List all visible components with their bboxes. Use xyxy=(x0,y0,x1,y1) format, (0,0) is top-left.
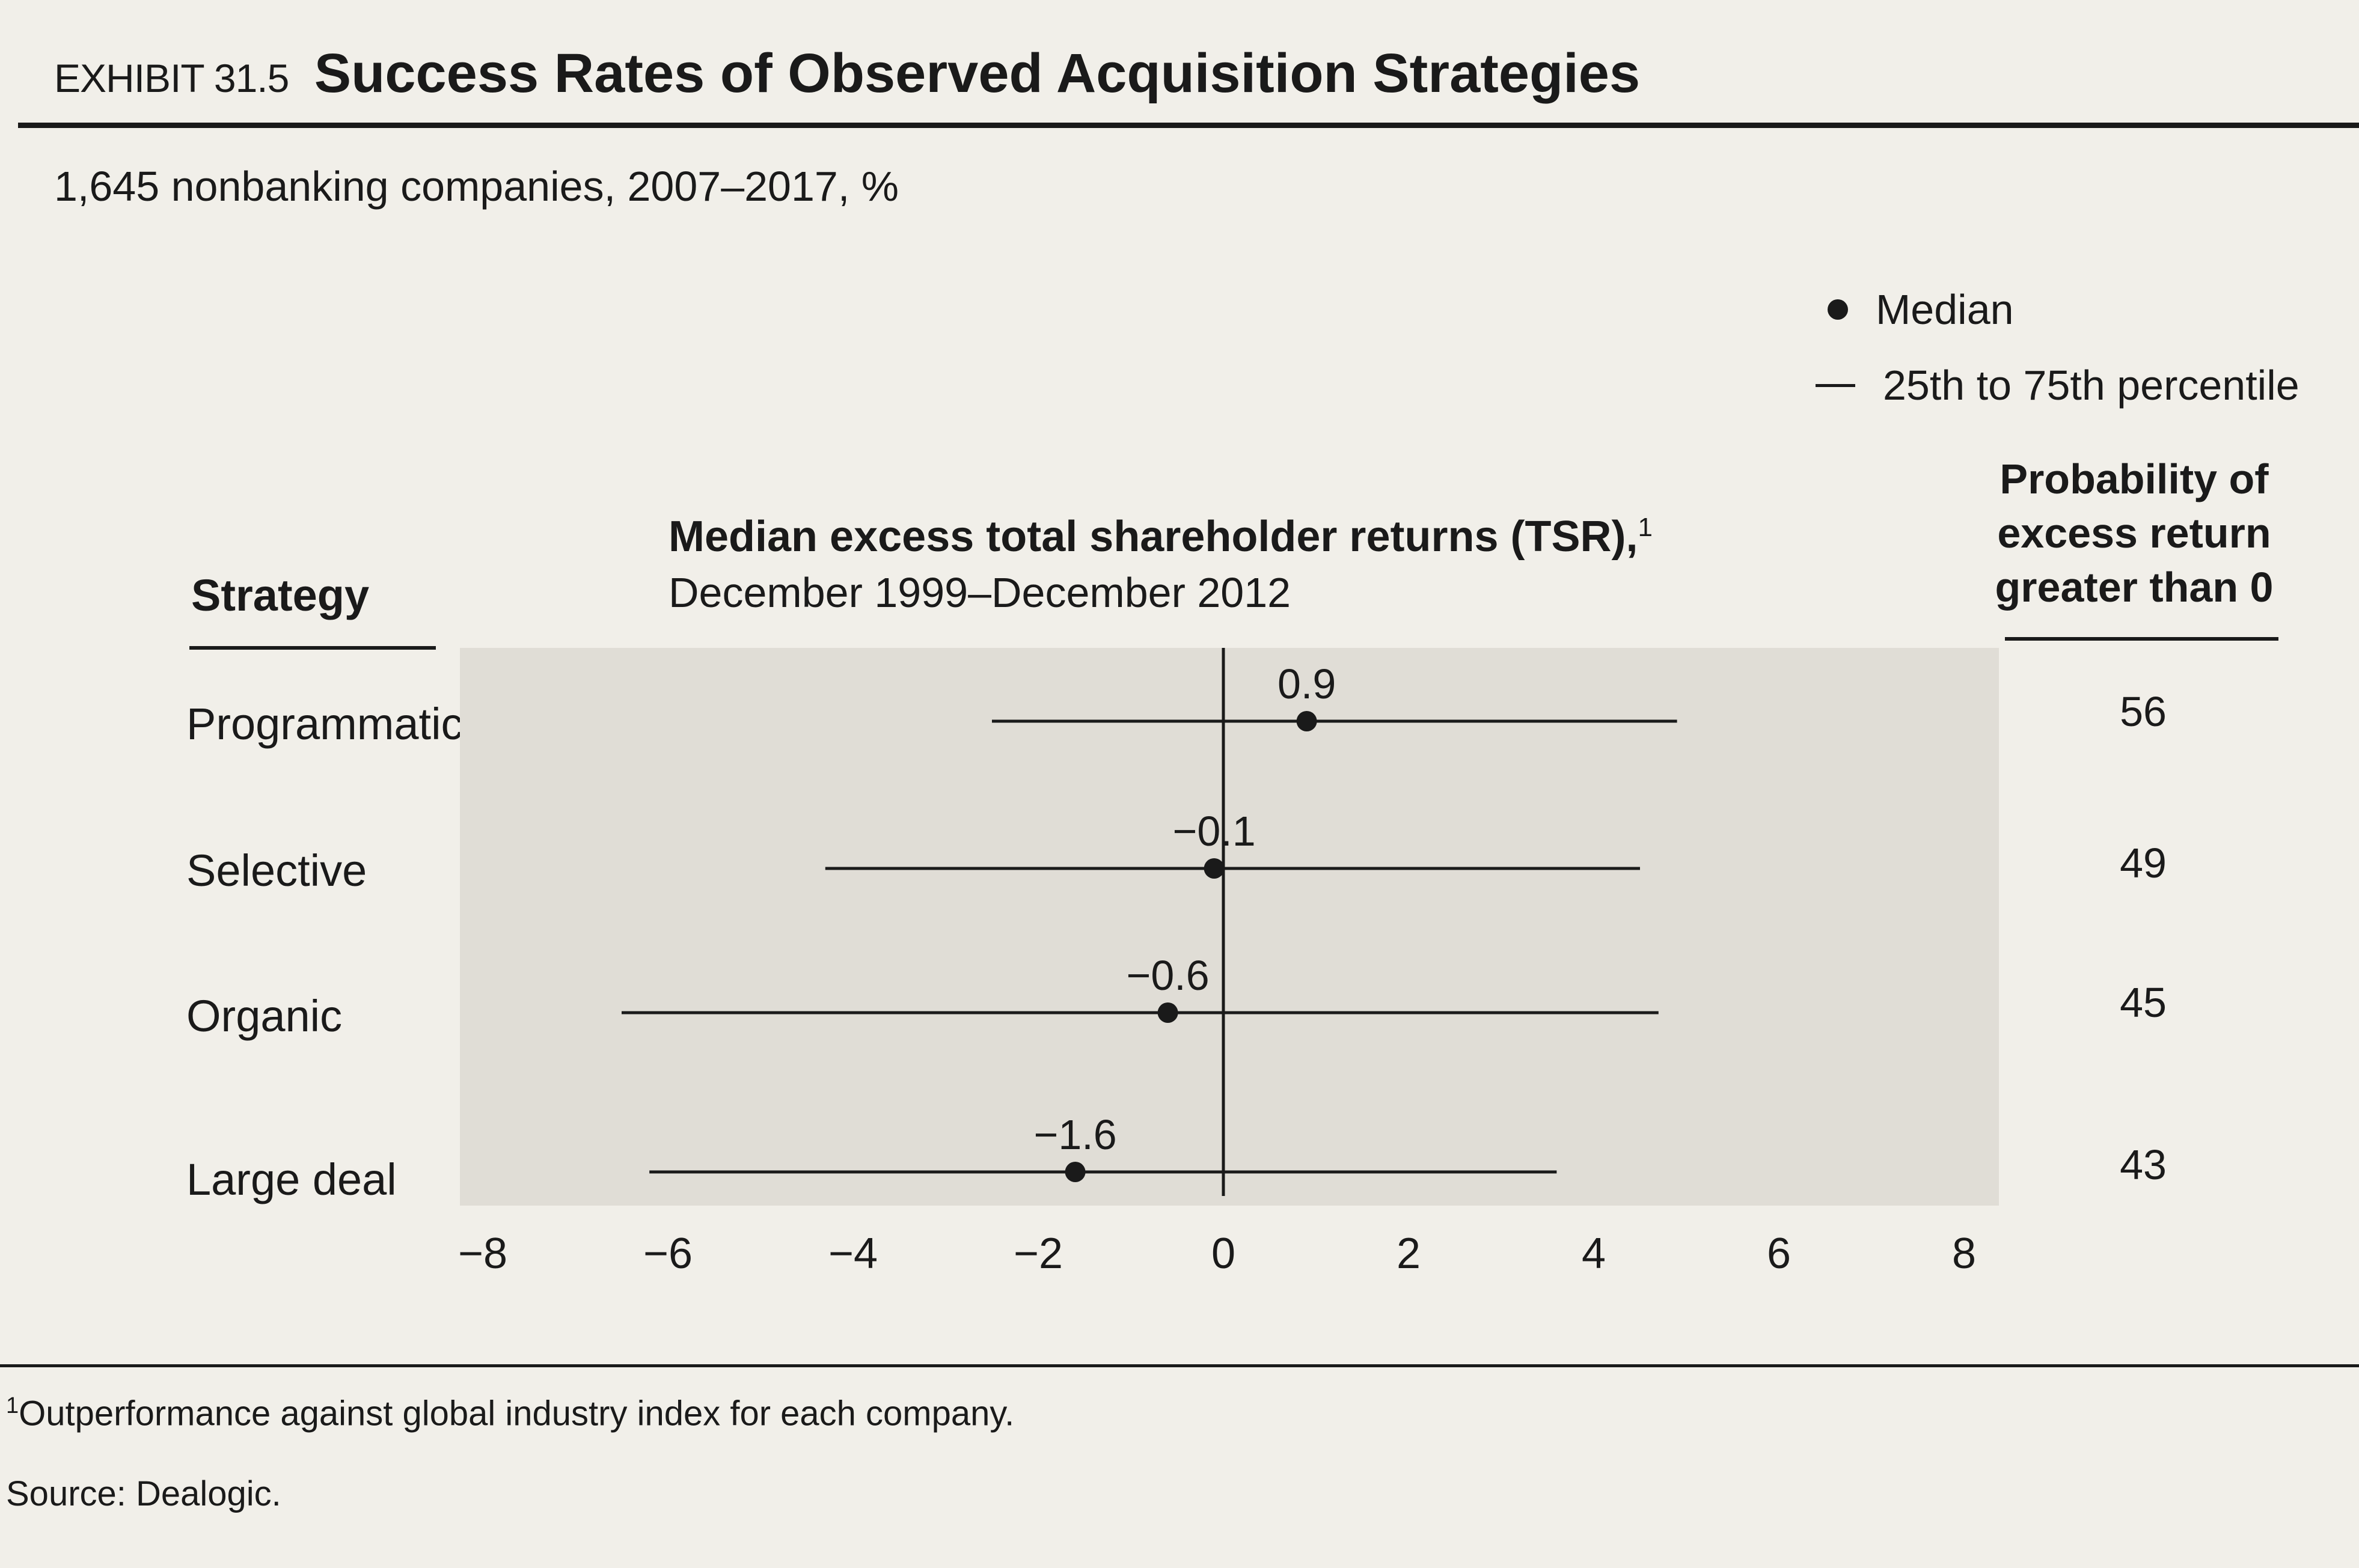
exhibit-title: Success Rates of Observed Acquisition St… xyxy=(314,43,1641,104)
source: Source: Dealogic. xyxy=(6,1474,281,1513)
x-tick-label: 2 xyxy=(1397,1230,1421,1278)
median-dot-icon xyxy=(1828,299,1848,320)
x-tick-label: −8 xyxy=(458,1230,507,1278)
probability-value: 56 xyxy=(2120,688,2167,735)
bottom-rule xyxy=(0,1364,2359,1367)
median-point xyxy=(1065,1162,1086,1182)
median-data-label: −0.1 xyxy=(1172,808,1255,855)
legend-median-row: Median xyxy=(1816,272,2299,347)
exhibit-heading: EXHIBIT 31.5 Success Rates of Observed A… xyxy=(54,42,1640,105)
median-data-label: −1.6 xyxy=(1033,1111,1116,1158)
x-tick-label: 4 xyxy=(1582,1230,1606,1278)
x-tick-label: −2 xyxy=(1014,1230,1063,1278)
range-line-icon xyxy=(1816,383,1855,387)
median-data-label: 0.9 xyxy=(1277,660,1336,707)
probability-header-line: Probability of xyxy=(1999,456,2269,502)
chart-period: December 1999–December 2012 xyxy=(669,569,1291,616)
strategy-header: Strategy xyxy=(191,570,370,620)
x-tick-label: 0 xyxy=(1211,1230,1235,1278)
median-point xyxy=(1157,1002,1178,1023)
legend-range-row: 25th to 75th percentile xyxy=(1816,347,2299,423)
x-tick-label: 8 xyxy=(1952,1230,1976,1278)
chart-title: Median excess total shareholder returns … xyxy=(669,512,1653,561)
footnote-marker: 1 xyxy=(1638,513,1653,542)
median-data-label: −0.6 xyxy=(1126,952,1209,999)
strategy-label: Selective xyxy=(186,846,367,895)
probability-header-line: excess return xyxy=(1997,510,2271,557)
x-tick-label: 6 xyxy=(1767,1230,1791,1278)
median-point xyxy=(1204,858,1225,879)
strategy-label: Large deal xyxy=(186,1155,397,1204)
x-tick-label: −4 xyxy=(828,1230,878,1278)
chart-title-text: Median excess total shareholder returns … xyxy=(669,513,1638,561)
footnote-mark: 1 xyxy=(6,1393,19,1418)
probability-header-line: greater than 0 xyxy=(1995,564,2274,611)
top-rule xyxy=(18,123,2359,128)
probability-value: 45 xyxy=(2120,979,2167,1026)
probability-value: 49 xyxy=(2120,840,2167,886)
strategy-header-rule xyxy=(189,646,436,650)
strategy-label: Organic xyxy=(186,991,343,1041)
probability-header-rule xyxy=(2005,637,2278,641)
x-tick-label: −6 xyxy=(643,1230,693,1278)
median-point xyxy=(1296,711,1317,731)
legend-range-label: 25th to 75th percentile xyxy=(1883,362,2299,409)
subtitle: 1,645 nonbanking companies, 2007–2017, % xyxy=(54,163,899,210)
legend: Median 25th to 75th percentile xyxy=(1816,272,2299,423)
strategy-label: Programmatic xyxy=(186,699,464,749)
legend-median-label: Median xyxy=(1876,286,2014,333)
footnote-text: Outperformance against global industry i… xyxy=(19,1394,1015,1433)
footnote: 1Outperformance against global industry … xyxy=(6,1393,1014,1433)
probability-value: 43 xyxy=(2120,1141,2167,1188)
plot-area xyxy=(460,648,1999,1206)
exhibit-number: EXHIBIT 31.5 xyxy=(54,56,289,100)
probability-header: Probability of excess return greater tha… xyxy=(1984,452,2284,614)
